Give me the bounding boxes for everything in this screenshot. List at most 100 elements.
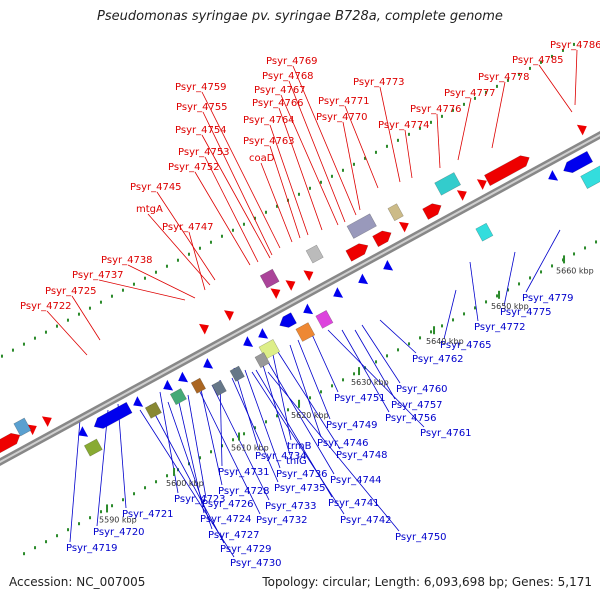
track-dot xyxy=(88,306,91,310)
track-dot xyxy=(353,372,356,376)
gene-label-bottom: Psyr_4720 xyxy=(93,527,145,538)
forward-gene xyxy=(372,230,392,248)
gene-label-bottom: Psyr_4734 xyxy=(255,451,307,462)
gene-labels: Psyr_4786 Psyr_4785 Psyr_4778 Psyr_4777 Psyr… xyxy=(20,40,600,569)
gene-label-bottom: Psyr_4733 xyxy=(265,501,317,512)
track-dot xyxy=(110,294,113,298)
category-box xyxy=(83,438,103,457)
leader-line xyxy=(219,379,223,467)
track-dot xyxy=(154,270,157,274)
track-dot xyxy=(121,288,124,292)
track-dot xyxy=(473,96,476,100)
gene-label-top: coaD xyxy=(249,153,275,164)
track-dot xyxy=(330,174,333,178)
kbp-tick xyxy=(173,467,176,476)
gene-label-top: Psyr_4767 xyxy=(254,85,306,96)
kbp-tick xyxy=(358,367,361,376)
leader-line xyxy=(288,80,346,223)
backbone-highlight xyxy=(0,133,600,464)
gene-label-bottom: thiG xyxy=(286,456,307,467)
leader-line xyxy=(201,91,281,249)
gene-label-top: Psyr_4725 xyxy=(45,286,97,297)
track-dot xyxy=(386,354,389,358)
gene-label-top: Psyr_4759 xyxy=(175,82,227,93)
track-dot xyxy=(396,138,399,142)
track-dot xyxy=(440,114,443,118)
leader-line xyxy=(292,65,357,216)
track-dot xyxy=(176,258,179,262)
track-dot xyxy=(0,354,3,358)
track-dot xyxy=(198,246,201,250)
label-leader-lines xyxy=(46,49,578,558)
gene-label-bottom: Psyr_4730 xyxy=(230,558,282,569)
reverse-gene xyxy=(563,150,594,174)
track-dot xyxy=(144,486,147,490)
track-dot xyxy=(352,162,355,166)
track-dot xyxy=(551,264,554,268)
leader-line xyxy=(267,361,335,475)
category-box xyxy=(434,172,461,196)
track-dot xyxy=(518,282,521,286)
reverse-gene xyxy=(203,358,214,369)
reverse-gene xyxy=(333,287,344,298)
reverse-gene xyxy=(358,273,369,285)
track-dot xyxy=(342,378,345,382)
track-dot xyxy=(187,252,190,256)
kbp-markers: 5590 kbp 5600 kbp 5610 kbp 5620 kbp 5630 kbp… xyxy=(99,255,594,524)
track-dot xyxy=(408,342,411,346)
kbp-tick xyxy=(563,255,566,264)
leader-line xyxy=(309,329,339,393)
leader-line xyxy=(278,107,323,231)
track-dot xyxy=(23,552,26,556)
gene-label-top: Psyr_4763 xyxy=(243,136,295,147)
gene-label-top: Psyr_4737 xyxy=(72,270,124,281)
leader-line xyxy=(443,289,457,340)
reverse-gene xyxy=(303,303,314,315)
gene-label-bottom: Psyr_4775 xyxy=(500,307,552,318)
category-box xyxy=(254,352,270,369)
category-box xyxy=(305,244,324,264)
category-box xyxy=(229,365,245,382)
leader-line xyxy=(342,121,361,211)
track-dot xyxy=(462,102,465,106)
gene-label-bottom: Psyr_4719 xyxy=(66,543,118,554)
gene-label-top: Psyr_4771 xyxy=(318,96,370,107)
kbp-label: 5640 kbp xyxy=(426,337,464,346)
gene-label-top: Psyr_4722 xyxy=(20,301,72,312)
track-dot xyxy=(485,300,488,304)
leader-line xyxy=(503,251,516,307)
gene-label-top: Psyr_4753 xyxy=(178,147,230,158)
track-dot xyxy=(320,390,323,394)
category-box xyxy=(346,213,377,239)
reverse-gene xyxy=(548,170,559,181)
leader-line xyxy=(259,354,291,456)
track-dot xyxy=(528,66,531,70)
leader-line xyxy=(354,329,396,400)
track-dot xyxy=(264,210,267,214)
forward-gene xyxy=(476,179,487,190)
forward-gene xyxy=(26,424,37,436)
track-dot xyxy=(584,246,587,250)
gene-label-bottom: Psyr_4732 xyxy=(256,515,308,526)
track-dot xyxy=(254,426,257,430)
category-box xyxy=(295,322,316,342)
track-dot xyxy=(232,438,235,442)
forward-gene xyxy=(398,221,409,233)
leader-line xyxy=(204,156,259,263)
leader-line xyxy=(233,367,260,451)
leader-line xyxy=(199,391,261,515)
track-dot xyxy=(529,276,532,280)
leader-line xyxy=(361,324,401,384)
gene-label-top: Psyr_4776 xyxy=(410,104,462,115)
gene-label-top: Psyr_4785 xyxy=(512,55,564,66)
reverse-gene xyxy=(163,379,174,391)
gene-label-top: Psyr_4766 xyxy=(252,98,304,109)
gene-label-top: Psyr_4769 xyxy=(266,56,318,67)
kbp-tick xyxy=(238,432,241,441)
track-dot xyxy=(243,432,246,436)
leader-line xyxy=(574,49,578,106)
leader-line xyxy=(436,113,441,169)
leader-line xyxy=(71,295,101,341)
reverse-gene xyxy=(243,336,254,347)
leader-line xyxy=(289,344,322,438)
